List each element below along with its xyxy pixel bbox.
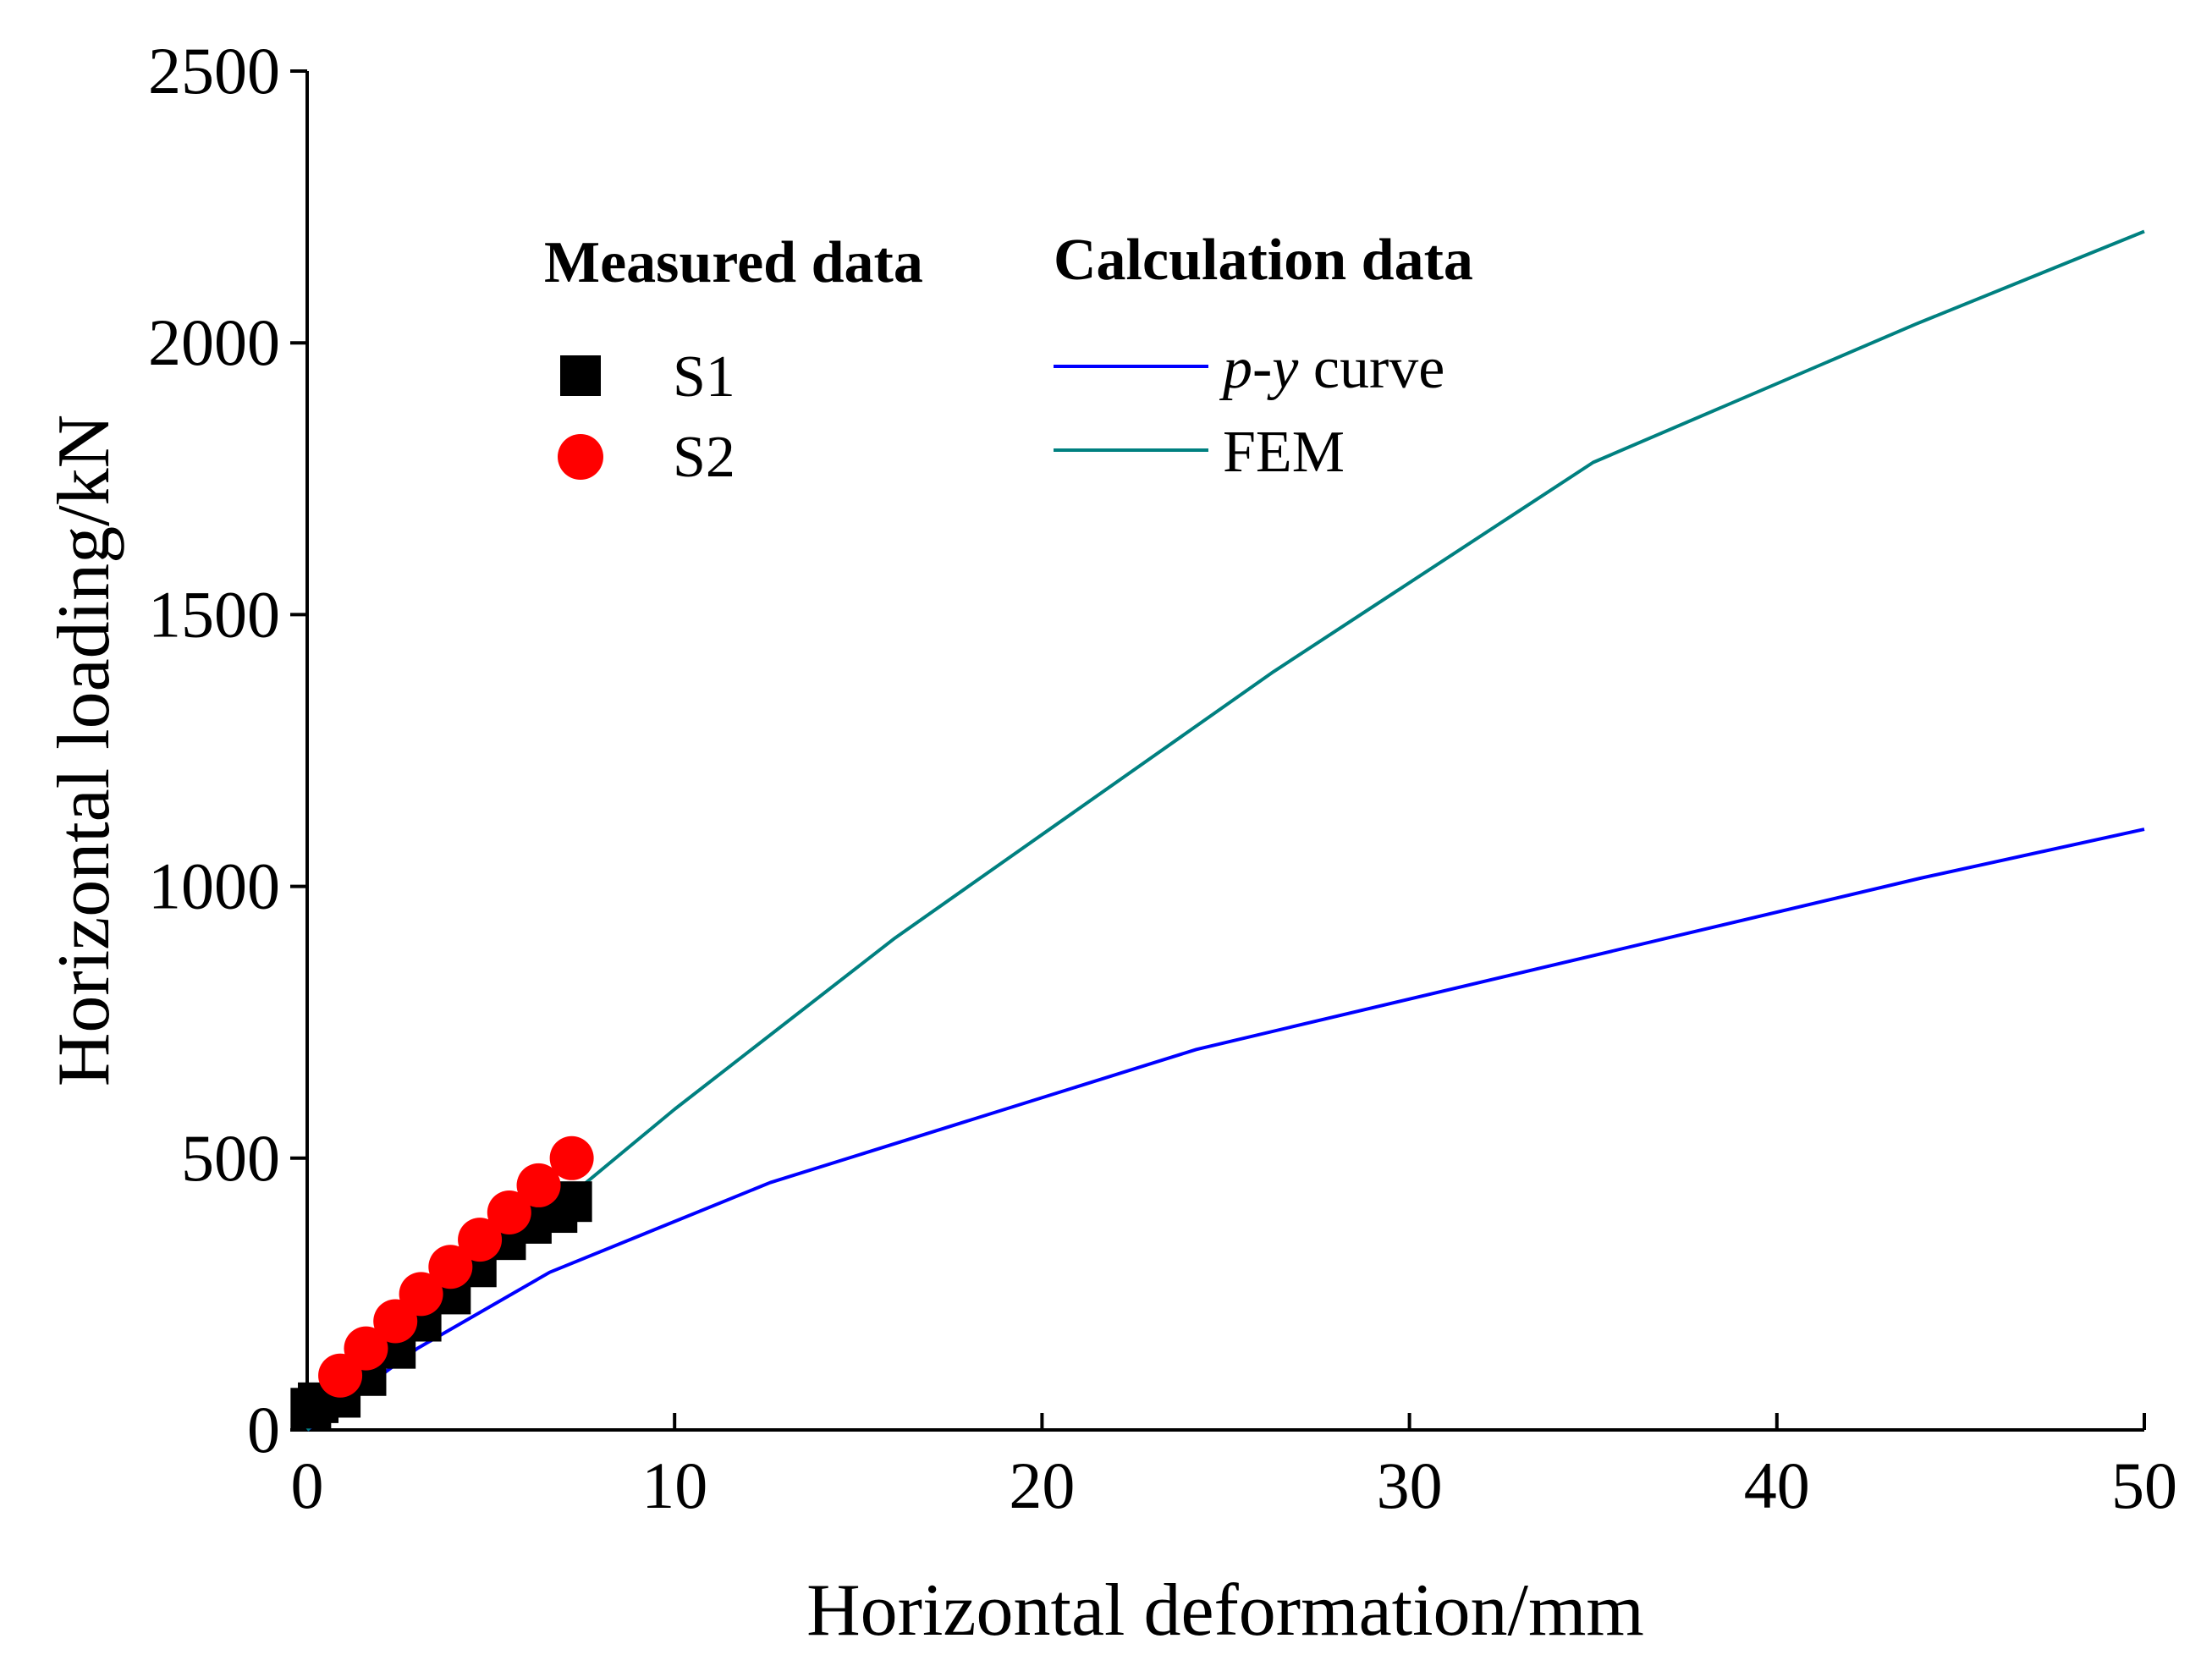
legend-calculation-title: Calculation data (1054, 228, 1473, 293)
legend: Measured data Calculation data S1 S2 p-y… (544, 228, 1473, 490)
legend-measured-title: Measured data (544, 230, 923, 295)
x-tick-label: 10 (641, 1449, 707, 1522)
calculation-lines (305, 229, 2145, 1432)
y-tick-label: 0 (247, 1393, 280, 1466)
x-axis-title: Horizontal deformation/mm (806, 1570, 1644, 1652)
y-tick-label: 2000 (148, 305, 280, 379)
y-tick-label: 2500 (148, 34, 280, 107)
marker-s2 (549, 1135, 594, 1180)
marker-s2 (344, 1326, 388, 1371)
legend-s2-label: S2 (673, 425, 735, 490)
measured-markers (290, 1135, 594, 1429)
legend-py-label-rest: curve (1298, 336, 1444, 401)
series-line-fem (305, 229, 2145, 1432)
axes (305, 71, 2144, 1432)
x-ticks: 0 10 20 30 40 50 (291, 1413, 2177, 1522)
marker-s2 (487, 1190, 531, 1235)
y-axis-title: Horizontal loading/kN (43, 415, 125, 1086)
legend-s1-label: S1 (673, 344, 735, 410)
marker-s2 (399, 1272, 443, 1317)
marker-s2 (428, 1245, 473, 1289)
y-ticks: 0 500 1000 1500 2000 2500 (148, 34, 307, 1466)
legend-s2-marker (558, 434, 603, 480)
y-tick-label: 1500 (148, 577, 280, 651)
marker-s2 (516, 1163, 561, 1207)
legend-fem-label: FEM (1223, 420, 1345, 485)
x-tick-label: 50 (2111, 1449, 2177, 1522)
x-tick-label: 0 (291, 1449, 324, 1522)
x-tick-label: 30 (1377, 1449, 1443, 1522)
x-tick-label: 40 (1744, 1449, 1810, 1522)
legend-py-label-italic: p-y (1219, 336, 1299, 401)
y-tick-label: 1000 (148, 849, 280, 923)
series-line-p-y-curve (305, 828, 2145, 1432)
x-tick-label: 20 (1009, 1449, 1075, 1522)
legend-py-label: p-y curve (1219, 336, 1444, 401)
marker-s2 (458, 1218, 503, 1262)
y-tick-label: 500 (181, 1121, 280, 1195)
legend-s1-marker (560, 355, 601, 396)
